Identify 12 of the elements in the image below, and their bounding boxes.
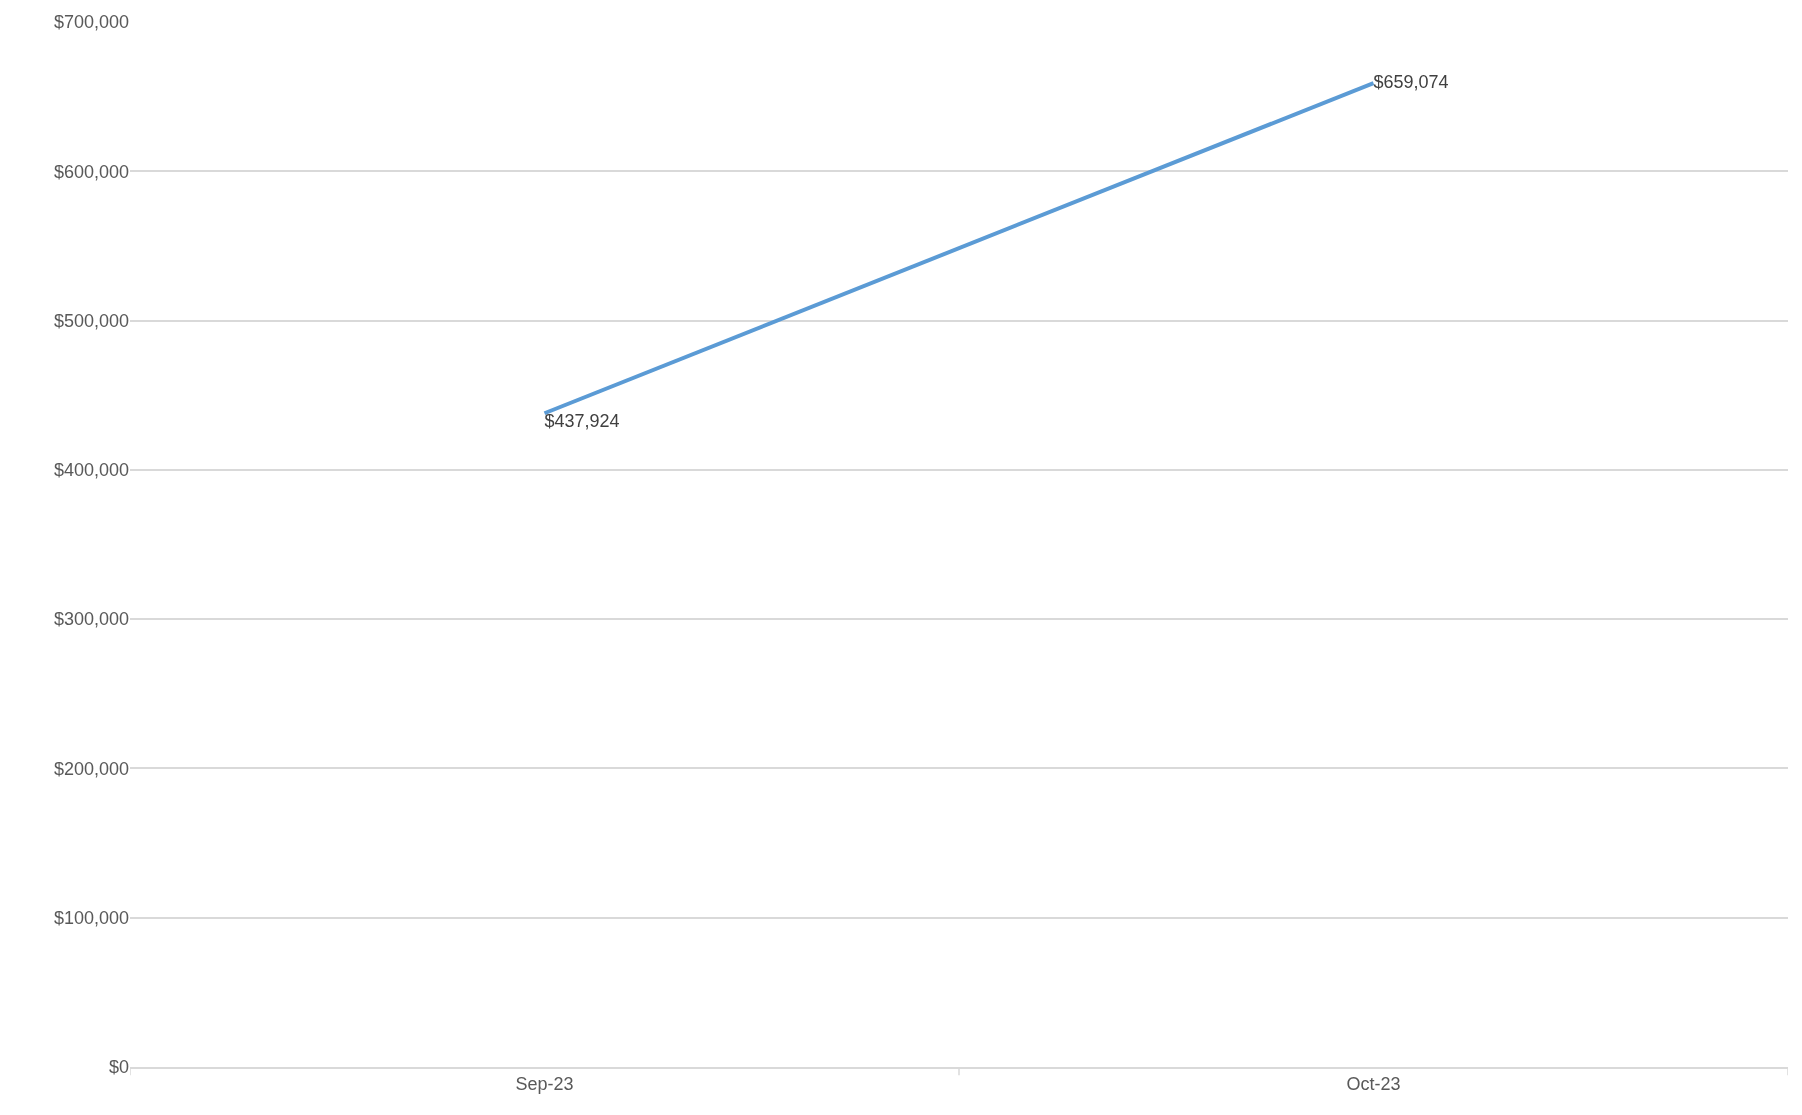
- y-tick-label: $0: [108, 1057, 129, 1078]
- data-label: $659,074: [1373, 71, 1449, 92]
- y-tick-label: $700,000: [53, 12, 129, 33]
- y-tick-label: $600,000: [53, 161, 129, 182]
- y-tick-label: $400,000: [53, 460, 129, 481]
- x-tick-label: Oct-23: [1346, 1074, 1401, 1095]
- y-tick-label: $500,000: [53, 310, 129, 331]
- y-tick-label: $300,000: [53, 609, 129, 630]
- y-tick-label: $200,000: [53, 758, 129, 779]
- x-tick-label: Sep-23: [515, 1074, 574, 1095]
- data-label: $437,924: [544, 410, 620, 431]
- y-tick-label: $100,000: [53, 908, 129, 929]
